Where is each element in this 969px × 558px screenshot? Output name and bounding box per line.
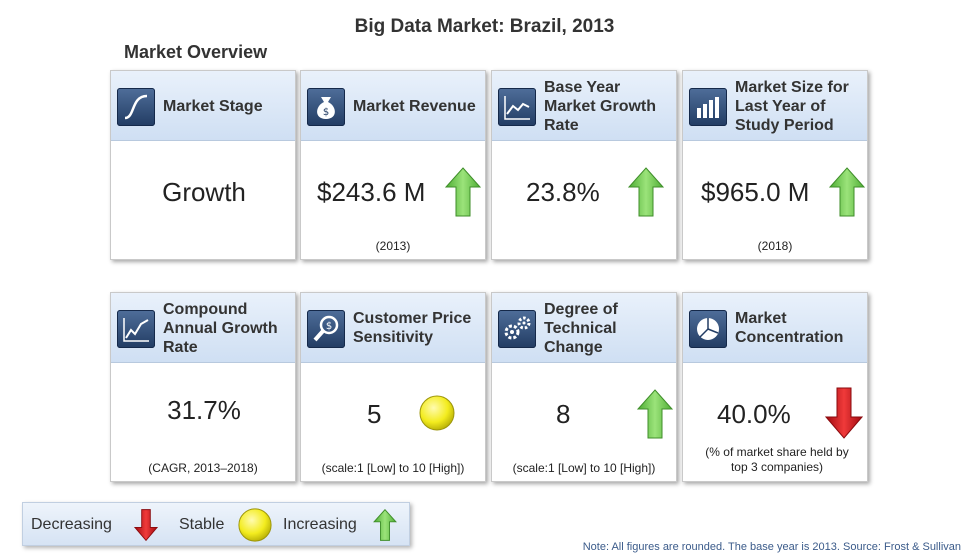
card-header: Market Concentration bbox=[683, 293, 867, 363]
card-value: 23.8% bbox=[526, 177, 600, 207]
card-label: Market Size for Last Year of Study Perio… bbox=[735, 78, 849, 134]
card-header: Base Year Market Growth Rate bbox=[492, 71, 676, 141]
increasing-arrow-icon bbox=[445, 167, 481, 217]
card-value: 8 bbox=[556, 399, 571, 429]
card-header: $ Market Revenue bbox=[301, 71, 485, 141]
card-label: Market Concentration bbox=[735, 310, 844, 346]
increasing-arrow-icon bbox=[628, 167, 664, 217]
page-title: Big Data Market: Brazil, 2013 bbox=[354, 16, 615, 37]
card-header: Market Stage bbox=[111, 71, 295, 141]
card-market-revenue: $ Market Revenue $243.6 M (2013) bbox=[300, 70, 486, 260]
card-label: Market Revenue bbox=[353, 97, 476, 115]
card-label: Base Year Market Growth Rate bbox=[544, 78, 657, 134]
legend-increasing-arrow-icon bbox=[373, 509, 397, 541]
card-note: (2013) bbox=[375, 239, 411, 253]
card-value: 5 bbox=[367, 399, 382, 429]
section-subtitle: Market Overview bbox=[124, 42, 268, 62]
card-base-year-growth: Base Year Market Growth Rate 23.8% bbox=[491, 70, 677, 260]
svg-text:$: $ bbox=[323, 107, 329, 118]
card-label: Compound Annual Growth Rate bbox=[163, 300, 278, 356]
line-chart-icon bbox=[498, 88, 536, 126]
card-label: Degree of Technical Change bbox=[544, 300, 618, 356]
footnote: Note: All figures are rounded. The base … bbox=[582, 541, 961, 553]
s-curve-icon bbox=[117, 88, 155, 126]
legend-increasing-label: Increasing bbox=[283, 516, 357, 533]
card-value: 40.0% bbox=[717, 399, 791, 429]
increasing-arrow-icon bbox=[829, 167, 865, 217]
card-header: $ Customer Price Sensitivity bbox=[301, 293, 485, 363]
decreasing-arrow-icon bbox=[825, 387, 863, 439]
money-bag-icon: $ bbox=[307, 88, 345, 126]
card-value: 31.7% bbox=[167, 395, 241, 425]
card-value: $965.0 M bbox=[701, 177, 810, 207]
bar-chart-icon bbox=[689, 88, 727, 126]
legend-decreasing-label: Decreasing bbox=[31, 516, 112, 533]
card-note: (2018) bbox=[757, 239, 793, 253]
card-market-size: Market Size for Last Year of Study Perio… bbox=[682, 70, 868, 260]
card-technical-change: Degree of Technical Change 8 (scale:1 [L… bbox=[491, 292, 677, 482]
card-market-stage: Market Stage Growth bbox=[110, 70, 296, 260]
card-header: Degree of Technical Change bbox=[492, 293, 676, 363]
card-header: Compound Annual Growth Rate bbox=[111, 293, 295, 363]
card-note: (scale:1 [Low] to 10 [High]) bbox=[512, 461, 656, 475]
card-cagr: Compound Annual Growth Rate 31.7% (CAGR,… bbox=[110, 292, 296, 482]
increasing-arrow-icon bbox=[637, 389, 673, 439]
card-note: (% of market share held by top 3 compani… bbox=[705, 445, 849, 474]
gears-icon bbox=[498, 310, 536, 348]
legend: Decreasing Stable Increasing bbox=[22, 502, 410, 546]
price-search-icon: $ bbox=[307, 310, 345, 348]
legend-stable-label: Stable bbox=[179, 516, 225, 533]
card-market-concentration: Market Concentration 40.0% (% of market … bbox=[682, 292, 868, 482]
svg-text:$: $ bbox=[326, 321, 332, 332]
growth-chart-icon bbox=[117, 310, 155, 348]
card-label: Market Stage bbox=[163, 97, 263, 115]
legend-stable-circle-icon bbox=[238, 508, 272, 542]
legend-decreasing-arrow-icon bbox=[133, 509, 159, 541]
card-note: (scale:1 [Low] to 10 [High]) bbox=[321, 461, 465, 475]
card-value: Growth bbox=[162, 177, 246, 207]
card-label: Customer Price Sensitivity bbox=[353, 310, 472, 346]
card-header: Market Size for Last Year of Study Perio… bbox=[683, 71, 867, 141]
stable-circle-icon bbox=[419, 395, 455, 431]
card-value: $243.6 M bbox=[317, 177, 426, 207]
card-price-sensitivity: $ Customer Price Sensitivity 5 (scale:1 … bbox=[300, 292, 486, 482]
card-note: (CAGR, 2013–2018) bbox=[148, 461, 258, 475]
pie-chart-icon bbox=[689, 310, 727, 348]
